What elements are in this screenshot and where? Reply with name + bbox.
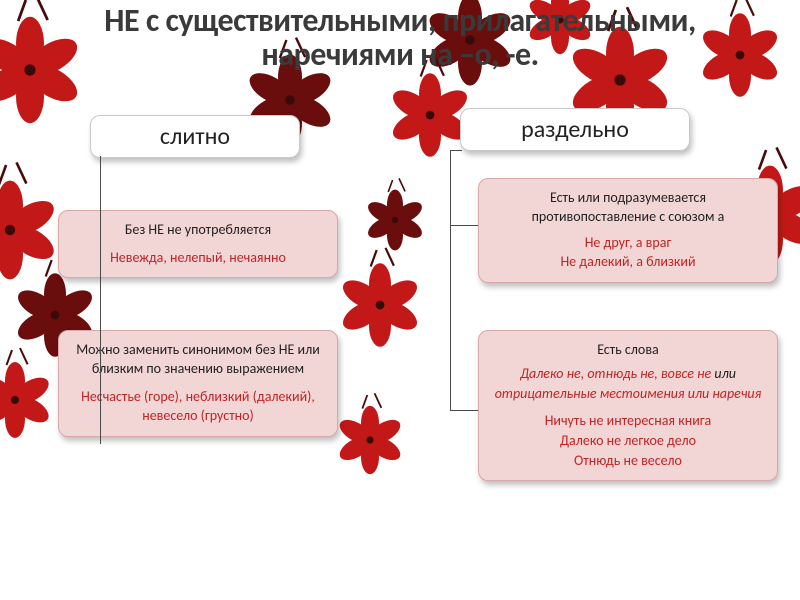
left-rule-1-text: Без НЕ не употребляется [73,221,323,240]
right-rule-2-ex1: Ничуть не интересная книга [493,411,763,431]
right-rule-2-words: Далеко не, отнюдь не, вовсе не или отриц… [493,364,763,403]
right-rule-1-ex2: Не далекий, а близкий [493,252,763,272]
page-title: НЕ с существительными, прилагательными, … [0,0,800,71]
right-branch-2 [450,410,478,411]
right-rule-1-text: Есть или подразумевается противопоставле… [493,189,763,227]
right-rule-1-ex1: Не друг, а враг [493,233,763,253]
right-trunk [450,150,451,410]
right-rule-2-words-b: отрицательные местоимения или наречия [495,385,762,402]
right-rule-2: Есть слова Далеко не, отнюдь не, вовсе н… [478,330,778,481]
left-rule-2-examples: Несчастье (горе), неблизкий (далекий), н… [73,387,323,426]
header-razdelno-label: раздельно [471,115,679,144]
right-branch-1 [450,225,478,226]
header-razdelno: раздельно [460,108,690,151]
right-rule-2-ex2: Далеко не легкое дело [493,431,763,451]
header-slitno-label: слитно [101,122,289,151]
header-slitno: слитно [90,115,300,158]
right-rule-2-words-mid: или [711,365,736,382]
right-rule-1: Есть или подразумевается противопоставле… [478,178,778,283]
right-rule-2-intro: Есть слова [493,341,763,360]
left-rule-2-text: Можно заменить синонимом без НЕ или близ… [73,341,323,379]
left-rule-1-examples: Невежда, нелепый, нечаянно [73,248,323,268]
right-rule-2-ex3: Отнюдь не весело [493,451,763,471]
right-top-h [450,150,462,151]
left-trunk [100,156,101,444]
flower-background [0,0,800,600]
right-rule-2-words-a: Далеко не, отнюдь не, вовсе не [520,365,711,382]
